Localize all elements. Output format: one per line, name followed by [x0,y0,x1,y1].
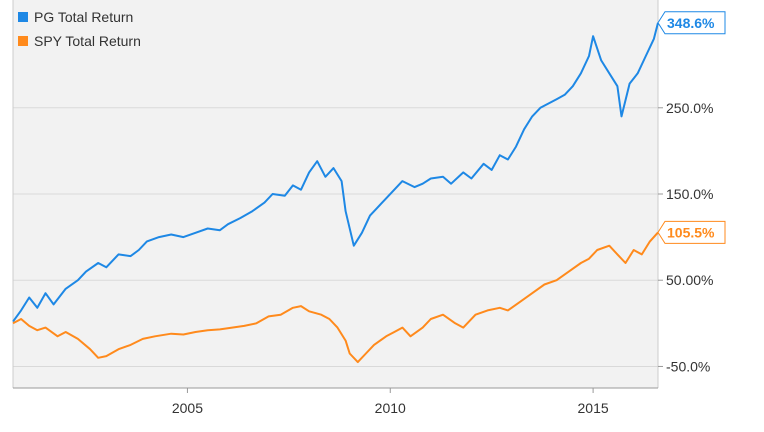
y-tick-label: 250.0% [666,100,713,116]
y-tick-label: 50.00% [666,272,713,288]
legend-label-spy: SPY Total Return [34,33,141,49]
x-tick-label: 2005 [172,400,203,416]
end-value-box [657,11,726,35]
series-line-0 [12,22,659,323]
y-tick-label: 150.0% [666,186,713,202]
x-tick-label: 2015 [578,400,609,416]
end-value-text: 348.6% [667,15,715,31]
series-layer [12,22,659,364]
series-line-1 [12,231,659,364]
legend: PG Total Return SPY Total Return [18,9,141,49]
legend-swatch-spy [18,36,28,46]
x-axis: 2005 2010 2015 [172,388,609,416]
end-value-box [657,220,726,244]
end-value-text: 105.5% [667,224,715,240]
legend-swatch-pg [18,12,28,22]
end-labels: 348.6% 105.5% [657,11,726,244]
x-tick-label: 2010 [375,400,406,416]
end-value-label-0: 348.6% [657,11,726,35]
grid-lines [13,107,658,367]
y-tick-label: -50.0% [666,358,710,374]
end-value-label-1: 105.5% [657,220,726,244]
legend-label-pg: PG Total Return [34,9,133,25]
y-axis: 250.0% 150.0% 50.00% -50.0% [658,100,713,374]
